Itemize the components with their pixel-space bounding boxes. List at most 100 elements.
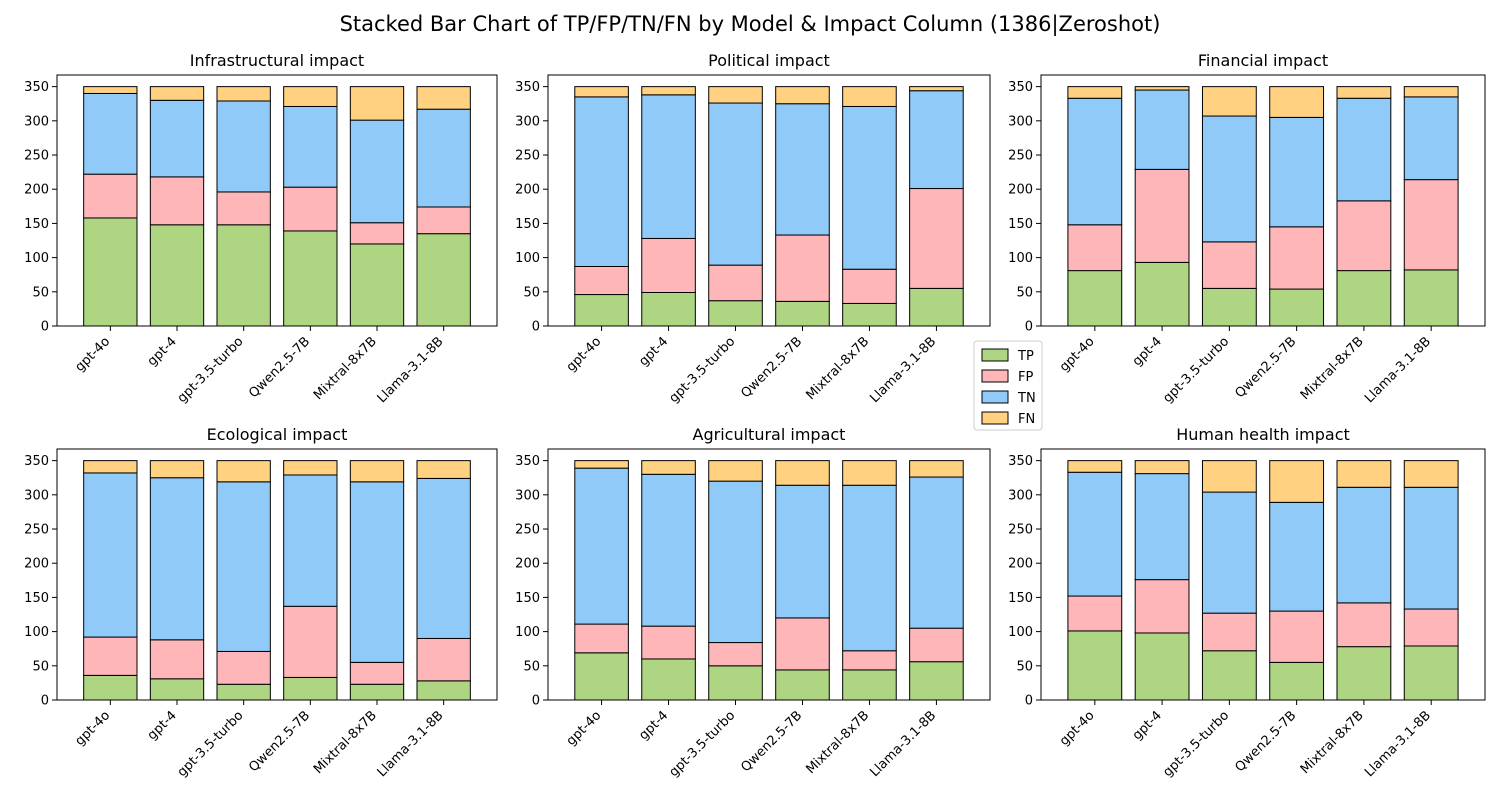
bar-segment-tn-gpt-4o [574,96,629,267]
axes-frame [1040,74,1486,327]
bar-segment-fn-llama-3-1-8b [416,460,471,479]
x-tick-label: gpt-4o [72,708,113,749]
y-tick-label: 0 [532,320,540,335]
bar-segment-tn-mixtral-8x7b [349,481,405,663]
bar-segment-tp-gpt-4o [83,674,138,701]
panel-financial-impact: Financial impact 0 50 100 150 200 250 300 350 gpt… [1008,51,1486,406]
bar-segment-tp-llama-3-1-8b [1403,269,1459,327]
y-tick-label: 150 [1008,591,1033,606]
x-tick-label: gpt-3.5-turbo [667,708,739,780]
bar-segment-fp-llama-3-1-8b [416,637,471,682]
bar-segment-tn-qwen2-5-7b [1269,116,1325,228]
bar-segment-fn-gpt-4o [1067,86,1123,99]
bar-segment-tn-llama-3-1-8b [1403,96,1459,181]
bar-segment-tn-mixtral-8x7b [842,105,897,270]
x-tick-label: gpt-4o [1057,334,1098,375]
bar-segment-tp-gpt-4o [1067,270,1123,327]
bar-segment-fp-llama-3-1-8b [1403,179,1459,271]
x-tick-label: gpt-4 [636,334,671,369]
y-tick-label: 350 [515,454,540,469]
bar-segment-tn-qwen2-5-7b [283,105,338,188]
panel-title: Human health impact [1176,425,1350,444]
legend-swatch-tn [981,390,1009,404]
bar-segment-tp-qwen2-5-7b [283,676,338,701]
bar-segment-fn-llama-3-1-8b [909,86,964,92]
bar-segment-tp-gpt-4 [149,678,205,701]
x-tick-label: Mixtral-8x7B [1298,334,1367,403]
bar-segment-tn-mixtral-8x7b [1336,97,1392,202]
bar-segment-fn-gpt-3-5-turbo [1201,460,1257,493]
bar-segment-fp-llama-3-1-8b [909,627,964,663]
bar-segment-tp-mixtral-8x7b [1336,646,1392,701]
y-tick-label: 0 [1025,320,1033,335]
bar-segment-tn-gpt-4 [1134,89,1190,170]
bar-segment-tp-llama-3-1-8b [1403,645,1459,701]
x-tick-label: Llama-3.1-8B [375,334,447,406]
bar-segment-tn-gpt-4o [1067,97,1123,226]
bar-segment-tp-gpt-4o [83,217,138,327]
y-tick-label: 150 [1008,217,1033,232]
x-tick-label: Qwen2.5-7B [1233,334,1300,401]
y-tick-label: 200 [515,183,540,198]
bar-segment-fp-llama-3-1-8b [909,188,964,289]
x-tick-label: Llama-3.1-8B [1362,708,1434,780]
x-tick-label: Qwen2.5-7B [738,708,805,775]
x-tick-label: gpt-3.5-turbo [1160,334,1232,406]
bar-segment-tp-mixtral-8x7b [842,302,897,327]
y-tick-label: 50 [523,659,540,674]
bar-segment-tn-gpt-4 [149,477,205,641]
bar-segment-fp-qwen2-5-7b [775,234,830,302]
bar-segment-tp-gpt-3-5-turbo [708,300,763,327]
bar-segment-tn-llama-3-1-8b [909,476,964,629]
bar-segment-fn-llama-3-1-8b [416,86,471,110]
bar-segment-tn-llama-3-1-8b [909,90,964,190]
bar-segment-fn-mixtral-8x7b [1336,460,1392,488]
bar-segment-tp-qwen2-5-7b [283,230,338,327]
x-tick-label: gpt-3.5-turbo [175,334,247,406]
bar-segment-fn-gpt-3-5-turbo [1201,86,1257,117]
bar-segment-fn-mixtral-8x7b [349,460,405,483]
bar-segment-tp-gpt-4 [641,658,696,701]
panel-political-impact: Political impact 0 50 100 150 200 250 300 350 gpt… [515,51,991,406]
bar-segment-fn-gpt-4o [83,86,138,94]
bar-segment-fn-qwen2-5-7b [283,86,338,107]
bar-segment-tn-llama-3-1-8b [416,477,471,639]
panel-human-health-impact: Human health impact 0 50 100 150 200 250 300 350… [1008,425,1486,780]
bar-segment-fp-qwen2-5-7b [1269,610,1325,663]
bar-segment-fn-gpt-4o [574,460,629,469]
panel-title: Agricultural impact [693,425,846,444]
x-tick-label: Mixtral-8x7B [311,334,380,403]
bar-segment-fp-gpt-3-5-turbo [1201,241,1257,289]
legend-label-tn: TN [1017,391,1036,406]
bar-segment-tn-mixtral-8x7b [349,119,405,224]
y-tick-label: 350 [1008,80,1033,95]
panel-title: Political impact [708,51,830,70]
bar-segment-tp-qwen2-5-7b [775,300,830,327]
bar-segment-fn-gpt-3-5-turbo [216,460,271,483]
axes-frame [547,448,991,701]
bar-segment-tp-llama-3-1-8b [909,287,964,327]
bar-segment-fp-gpt-3-5-turbo [216,650,271,685]
bar-segment-fn-qwen2-5-7b [1269,86,1325,118]
bar-segment-tp-gpt-3-5-turbo [216,224,271,327]
bar-segment-fp-gpt-4 [641,625,696,660]
x-tick-label: Llama-3.1-8B [1362,334,1434,406]
y-tick-label: 100 [515,625,540,640]
bar-segment-tn-gpt-3-5-turbo [216,481,271,652]
bar-segment-fn-qwen2-5-7b [1269,460,1325,503]
bar-segment-fn-gpt-3-5-turbo [708,86,763,104]
bar-segment-tn-gpt-4o [574,467,629,625]
x-tick-label: gpt-3.5-turbo [175,708,247,780]
y-tick-label: 150 [515,217,540,232]
x-tick-label: Llama-3.1-8B [867,334,939,406]
bar-segment-fp-gpt-3-5-turbo [708,642,763,667]
bar-segment-tp-gpt-3-5-turbo [708,665,763,701]
legend-swatch-fp [981,369,1009,383]
bar-segment-fn-gpt-4 [1134,86,1190,91]
bar-segment-tp-mixtral-8x7b [842,669,897,701]
y-tick-label: 100 [1008,625,1033,640]
bar-segment-tn-gpt-4o [83,92,138,175]
bar-segment-fp-llama-3-1-8b [416,206,471,235]
legend: TP FP TN FN [973,340,1043,431]
y-tick-label: 50 [1016,285,1033,300]
